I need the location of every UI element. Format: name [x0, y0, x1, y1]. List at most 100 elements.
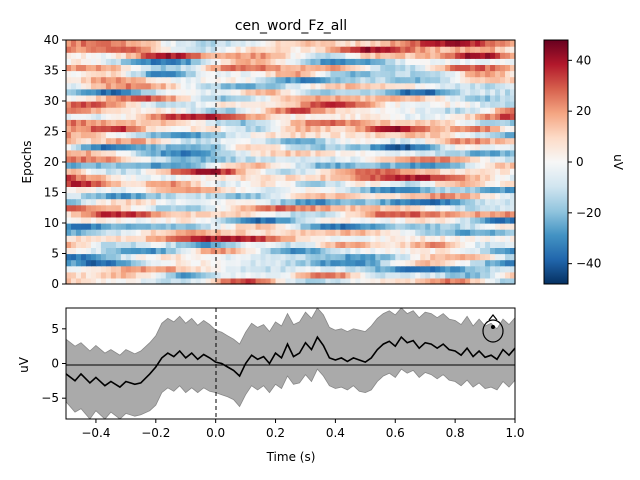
heatmap-cell: [315, 204, 322, 212]
heatmap-cell: [66, 180, 72, 187]
heatmap-cell: [195, 113, 202, 120]
heatmap-cell: [505, 192, 511, 200]
heatmap-cell: [120, 253, 127, 261]
heatmap-cell: [255, 253, 262, 261]
heatmap-cell: [490, 155, 496, 163]
heatmap-cell: [240, 52, 247, 59]
heatmap-cell: [495, 52, 501, 59]
heatmap-cell: [155, 229, 162, 236]
heatmap-cell: [310, 107, 317, 114]
heatmap-cell: [195, 70, 202, 78]
heatmap-cell: [240, 101, 247, 108]
heatmap-cell: [300, 247, 307, 255]
heatmap-cell: [450, 107, 456, 114]
heatmap-cell: [490, 119, 496, 126]
heatmap-cell: [345, 235, 351, 242]
heatmap-cell: [195, 271, 202, 279]
heatmap-cell: [490, 271, 496, 279]
heatmap-cell: [245, 186, 252, 194]
heatmap-cell: [345, 271, 351, 279]
heatmap-cell: [500, 40, 506, 47]
heatmap-cell: [130, 271, 137, 279]
heatmap-cell: [215, 253, 222, 261]
heatmap-cell: [235, 180, 242, 187]
heatmap-cell: [150, 131, 157, 139]
heatmap-cell: [350, 94, 356, 102]
heatmap-cell: [275, 229, 282, 236]
heatmap-cell: [185, 137, 192, 145]
heatmap-cell: [470, 192, 476, 200]
heatmap-cell: [110, 259, 117, 267]
heatmap-cell: [120, 113, 127, 120]
heatmap-cell: [455, 241, 461, 248]
heatmap-cell: [80, 40, 87, 47]
heatmap-cell: [125, 198, 132, 206]
heatmap-cell: [70, 271, 77, 279]
heatmap-cell: [275, 186, 282, 194]
heatmap-cell: [290, 186, 297, 194]
heatmap-cell: [450, 216, 456, 224]
heatmap-cell: [455, 76, 461, 84]
heatmap-cell: [425, 88, 431, 96]
heatmap-cell: [105, 192, 112, 200]
heatmap-cell: [460, 253, 466, 261]
heatmap-cell: [160, 168, 167, 175]
heatmap-cell: [480, 58, 486, 65]
heatmap-cell: [125, 241, 132, 248]
heatmap-cell: [465, 253, 471, 261]
heatmap-cell: [415, 155, 421, 163]
heatmap-cell: [325, 210, 332, 218]
heatmap-cell: [250, 64, 257, 72]
heatmap-cell: [250, 58, 257, 65]
heatmap-cell: [295, 229, 302, 236]
heatmap-cell: [435, 137, 441, 145]
heatmap-cell: [105, 143, 112, 151]
heatmap-cell: [390, 58, 396, 65]
heatmap-cell: [66, 58, 72, 65]
heatmap-cell: [320, 101, 327, 108]
heatmap-cell: [440, 52, 446, 59]
heatmap-cell: [360, 210, 366, 218]
heatmap-cell: [315, 113, 322, 120]
heatmap-cell: [420, 131, 426, 139]
heatmap-cell: [470, 186, 476, 194]
heatmap-cell: [405, 58, 411, 65]
heatmap-cell: [385, 125, 391, 133]
heatmap-cell: [335, 180, 341, 187]
heatmap-cell: [465, 180, 471, 187]
heatmap-cell: [315, 223, 322, 230]
heatmap-cell: [210, 198, 217, 206]
heatmap-cell: [130, 82, 137, 90]
heatmap-cell: [180, 76, 187, 84]
heatmap-cell: [275, 119, 282, 126]
heatmap-cell: [325, 168, 332, 175]
heatmap-cell: [500, 155, 506, 163]
heatmap-cell: [225, 131, 232, 139]
heatmap-cell: [145, 58, 152, 65]
heatmap-cell: [220, 271, 227, 279]
heatmap-cell: [175, 180, 182, 187]
heatmap-cell: [370, 198, 376, 206]
heatmap-cell: [405, 137, 411, 145]
heatmap-cell: [405, 168, 411, 175]
heatmap-cell: [505, 216, 511, 224]
heatmap-cell: [80, 253, 87, 261]
heatmap-cell: [510, 76, 516, 84]
heatmap-cell: [165, 70, 172, 78]
heatmap-cell: [210, 131, 217, 139]
heatmap-cell: [255, 113, 262, 120]
heatmap-cell: [345, 259, 351, 267]
heatmap-cell: [495, 119, 501, 126]
heatmap-cell: [390, 168, 396, 175]
heatmap-cell: [435, 265, 441, 273]
heatmap-cell: [110, 229, 117, 236]
heatmap-cell: [125, 247, 132, 255]
heatmap-cell: [415, 180, 421, 187]
heatmap-cell: [255, 174, 262, 181]
heatmap-cell: [310, 247, 317, 255]
heatmap-cell: [130, 241, 137, 248]
heatmap-cell: [150, 119, 157, 126]
heatmap-cell: [110, 40, 117, 47]
heatmap-cell: [240, 76, 247, 84]
heatmap-cell: [245, 198, 252, 206]
